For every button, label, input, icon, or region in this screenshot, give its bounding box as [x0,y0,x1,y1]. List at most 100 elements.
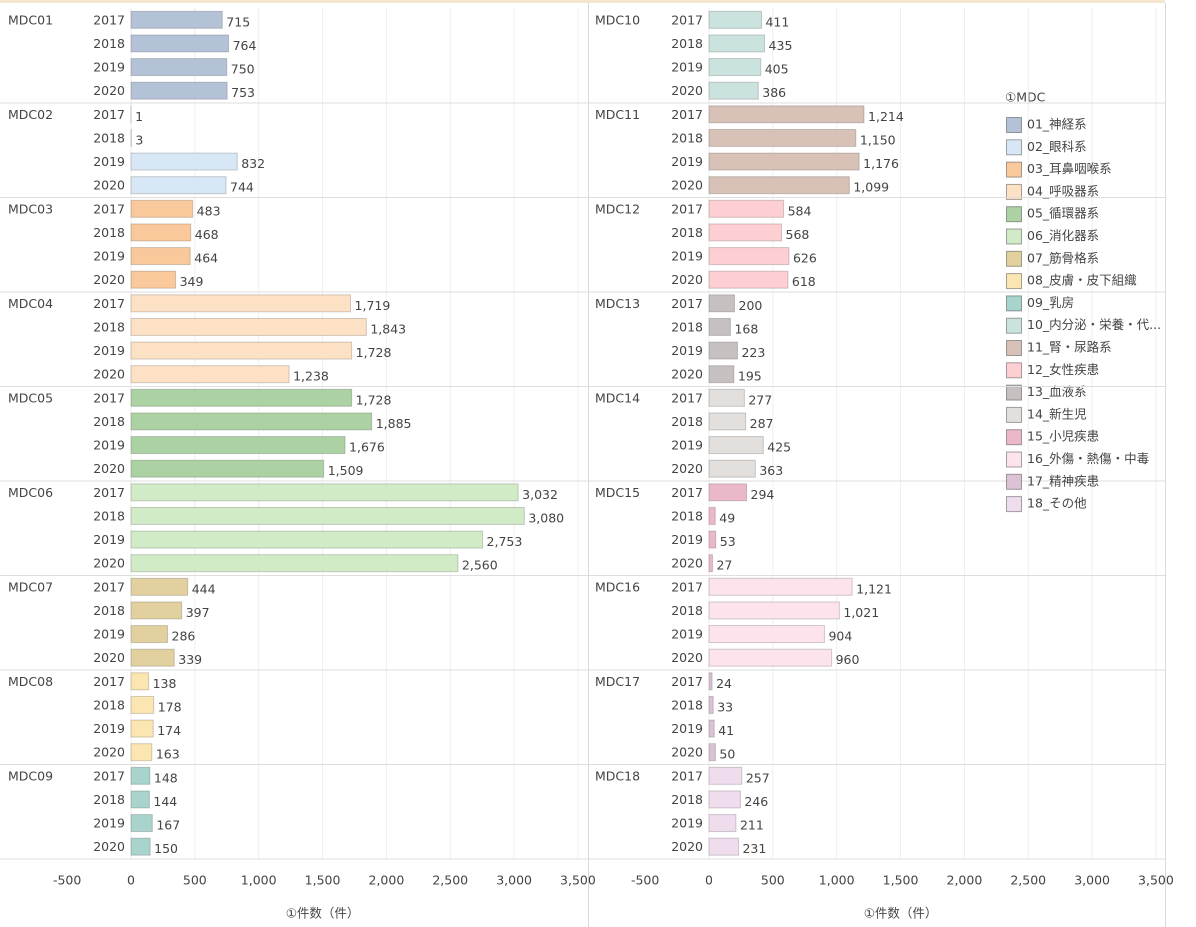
legend-label: 10_内分泌・栄養・代... [1027,317,1161,332]
value-label: 468 [195,227,219,242]
value-label: 41 [718,723,734,738]
bar [130,814,153,833]
year-label: 2018 [93,36,125,51]
bar [130,10,223,29]
legend-label: 15_小児疾患 [1027,429,1099,444]
value-label: 1,176 [863,156,899,171]
group-label: MDC13 [595,296,640,311]
bar [130,766,151,785]
year-label: 2017 [671,12,703,27]
legend-label: 18_その他 [1027,496,1087,511]
value-label: 144 [153,794,177,809]
value-label: 150 [154,841,178,856]
value-label: 1,843 [370,321,406,336]
bar [708,341,738,360]
year-label: 2017 [93,768,125,783]
value-label: 163 [156,747,180,762]
year-label: 2020 [93,839,125,854]
year-label: 2020 [671,178,703,193]
x-tick-label: -500 [631,873,659,888]
bar [130,270,177,289]
year-label: 2017 [671,485,703,500]
year-label: 2018 [93,792,125,807]
year-label: 2018 [671,603,703,618]
x-axis-title: ①件数（件） [864,906,938,921]
bar [708,648,833,667]
group-label: MDC10 [595,12,640,27]
x-tick-label: 500 [761,873,785,888]
legend-swatch [1006,496,1022,513]
bar [130,837,151,856]
year-label: 2019 [93,532,125,547]
value-label: 286 [172,629,196,644]
year-label: 2020 [93,367,125,382]
bar [130,199,194,218]
bar [130,577,189,596]
year-label: 2017 [671,296,703,311]
value-label: 148 [154,770,178,785]
legend-swatch [1006,295,1022,312]
x-tick-label: 1,500 [883,873,919,888]
value-label: 764 [233,38,257,53]
bar [708,199,785,218]
bar [130,530,484,549]
legend-swatch [1006,473,1022,490]
bar [708,719,715,738]
value-label: 618 [792,274,816,289]
year-label: 2019 [93,721,125,736]
year-label: 2020 [93,83,125,98]
x-tick-label: 3,000 [496,873,532,888]
x-tick-label: 1,500 [305,873,341,888]
year-label: 2019 [671,154,703,169]
bar [708,247,790,266]
year-label: 2017 [671,768,703,783]
year-label: 2018 [93,130,125,145]
value-label: 167 [156,818,180,833]
legend-label: 02_眼科系 [1027,139,1087,154]
group-label: MDC18 [595,768,640,783]
year-label: 2019 [671,532,703,547]
bar [130,58,228,77]
legend-label: 01_神経系 [1027,117,1087,132]
bar [708,365,735,384]
value-label: 1,238 [293,369,329,384]
bar [708,766,743,785]
bar [130,695,155,714]
x-tick-label: 2,000 [369,873,405,888]
value-label: 49 [719,510,735,525]
year-label: 2020 [93,461,125,476]
group-label: MDC12 [595,201,640,216]
bar [708,601,840,620]
x-tick-label: 1,000 [241,873,277,888]
value-label: 568 [786,227,810,242]
value-label: 24 [716,676,732,691]
legend-label: 13_血液系 [1027,384,1087,399]
value-label: 904 [828,629,852,644]
year-label: 2020 [93,178,125,193]
x-tick-label: 2,500 [432,873,468,888]
year-label: 2020 [671,461,703,476]
year-label: 2018 [671,414,703,429]
value-label: 231 [742,841,766,856]
value-label: 435 [769,38,793,53]
year-label: 2017 [93,579,125,594]
x-tick-label: 1,000 [819,873,855,888]
x-tick-label: 2,500 [1010,873,1046,888]
value-label: 53 [720,534,736,549]
group-label: MDC06 [8,485,53,500]
x-tick-label: 0 [705,873,713,888]
value-label: 363 [759,463,783,478]
year-label: 2018 [671,319,703,334]
year-label: 2018 [93,225,125,240]
bar [130,625,169,644]
value-label: 1,099 [853,180,889,195]
legend-label: 14_新生児 [1027,406,1087,421]
legend-label: 16_外傷・熱傷・中毒 [1027,451,1149,466]
year-label: 2019 [671,249,703,264]
year-label: 2017 [671,107,703,122]
value-label: 168 [734,321,758,336]
bar [708,672,713,691]
bar [708,294,736,313]
year-label: 2018 [671,225,703,240]
year-label: 2019 [671,816,703,831]
